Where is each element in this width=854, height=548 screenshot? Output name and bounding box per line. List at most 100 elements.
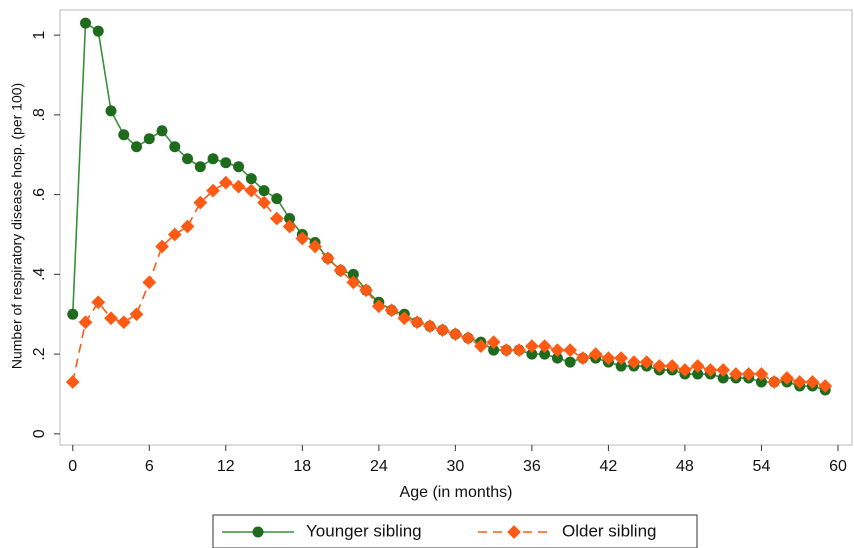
- x-tick-label: 36: [523, 458, 541, 475]
- series-line: [71, 181, 826, 387]
- y-axis-title: Number of respiratory disease hosp. (per…: [9, 83, 25, 369]
- data-marker: [588, 347, 603, 361]
- data-marker: [564, 356, 576, 368]
- data-marker: [282, 219, 297, 234]
- data-marker: [258, 185, 270, 197]
- data-marker: [231, 179, 246, 194]
- data-marker: [244, 183, 259, 198]
- data-marker: [576, 351, 590, 365]
- data-marker: [78, 315, 93, 330]
- x-tick-label: 42: [600, 458, 618, 475]
- data-marker: [754, 367, 769, 381]
- data-marker: [333, 263, 348, 278]
- legend-marker: [252, 526, 264, 538]
- data-marker: [818, 379, 833, 393]
- data-marker: [805, 375, 820, 389]
- data-marker: [156, 125, 168, 137]
- data-marker: [257, 195, 271, 210]
- data-marker: [193, 195, 208, 210]
- data-marker: [678, 363, 692, 377]
- data-marker: [65, 375, 80, 389]
- data-marker: [615, 360, 627, 372]
- data-marker: [245, 173, 257, 185]
- x-tick-label: 60: [829, 458, 847, 475]
- data-marker: [601, 351, 616, 365]
- data-marker: [346, 275, 361, 290]
- data-marker: [665, 359, 680, 373]
- data-marker: [512, 343, 527, 357]
- y-tick-label: 1: [31, 31, 48, 40]
- data-marker: [359, 283, 373, 298]
- data-marker: [435, 323, 450, 338]
- x-tick-label: 24: [370, 458, 388, 475]
- x-tick-label: 48: [676, 458, 694, 475]
- x-tick-label: 6: [145, 458, 154, 475]
- data-marker: [614, 351, 629, 365]
- data-marker: [131, 141, 143, 153]
- data-marker: [92, 25, 104, 37]
- data-marker: [384, 303, 399, 318]
- x-tick-label: 54: [753, 458, 771, 475]
- x-axis-title: Age (in months): [400, 484, 513, 501]
- data-marker: [180, 219, 195, 234]
- data-marker: [499, 343, 514, 357]
- data-marker: [347, 268, 359, 280]
- data-marker: [142, 275, 157, 290]
- data-marker: [639, 355, 654, 369]
- data-marker: [91, 295, 106, 310]
- data-marker: [717, 372, 729, 384]
- data-marker: [371, 299, 386, 314]
- data-marker: [308, 239, 322, 254]
- data-marker: [206, 183, 220, 198]
- data-marker: [486, 335, 501, 350]
- data-marker: [690, 359, 705, 373]
- data-marker: [104, 311, 118, 326]
- y-tick-label: .2: [31, 347, 48, 360]
- y-tick-label: 0: [31, 429, 48, 438]
- data-marker: [207, 153, 219, 165]
- data-marker: [551, 352, 563, 364]
- data-marker: [537, 339, 552, 353]
- data-marker: [118, 129, 130, 141]
- data-marker: [488, 344, 500, 356]
- data-marker: [284, 213, 296, 225]
- data-marker: [129, 307, 144, 322]
- data-marker: [563, 343, 578, 357]
- data-marker: [295, 231, 310, 246]
- data-marker: [155, 239, 169, 254]
- data-marker: [780, 371, 794, 385]
- data-marker: [741, 367, 756, 381]
- data-marker: [652, 359, 667, 373]
- data-marker: [182, 153, 194, 165]
- data-marker: [67, 308, 79, 320]
- x-tick-label: 12: [217, 458, 235, 475]
- data-marker: [269, 211, 284, 226]
- data-marker: [397, 311, 412, 326]
- legend-label: Older sibling: [562, 521, 657, 540]
- data-marker: [422, 319, 437, 334]
- data-marker: [271, 193, 283, 205]
- legend-label: Younger sibling: [306, 521, 422, 540]
- data-marker: [218, 175, 233, 190]
- data-marker: [105, 105, 117, 117]
- data-marker: [767, 375, 782, 389]
- data-marker: [167, 227, 182, 242]
- plot-frame: [59, 9, 853, 446]
- legend-marker: [507, 525, 521, 539]
- data-marker: [716, 363, 731, 377]
- y-tick-label: .6: [31, 188, 48, 201]
- x-tick-label: 30: [446, 458, 464, 475]
- data-marker: [143, 133, 155, 145]
- data-marker: [220, 157, 232, 169]
- data-marker: [539, 348, 551, 360]
- data-marker: [448, 327, 463, 342]
- data-marker: [461, 331, 475, 346]
- data-marker: [703, 363, 718, 377]
- data-marker: [729, 367, 743, 381]
- data-marker: [525, 339, 539, 353]
- data-marker: [233, 161, 245, 173]
- data-marker: [627, 355, 641, 369]
- data-marker: [526, 348, 538, 360]
- data-marker: [473, 339, 488, 353]
